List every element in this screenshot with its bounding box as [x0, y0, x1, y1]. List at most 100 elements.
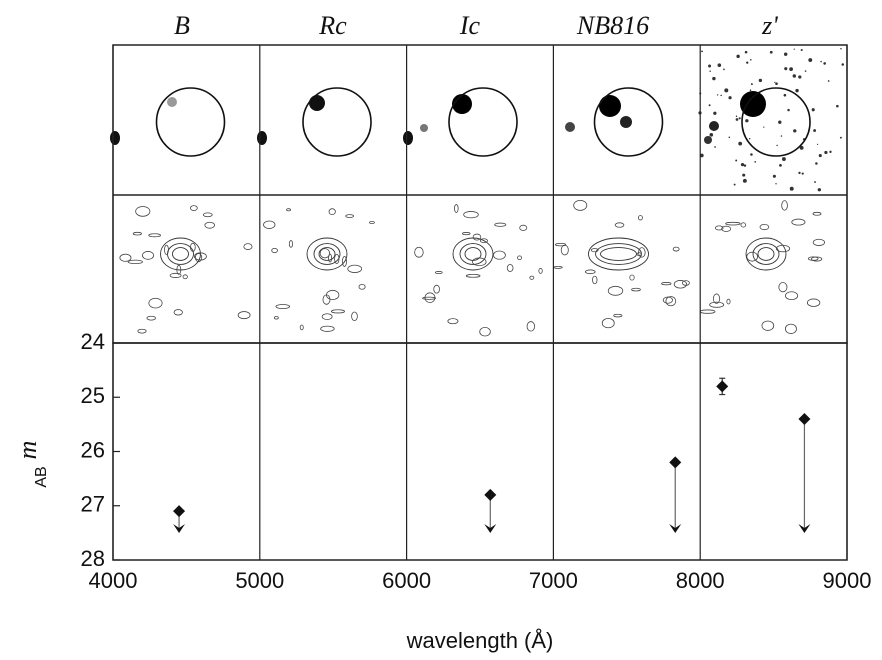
contour: [318, 247, 336, 261]
noise-speck: [716, 94, 719, 96]
contour: [263, 220, 276, 229]
noise-speck: [728, 96, 732, 100]
contour: [775, 244, 791, 253]
noise-speck: [763, 126, 765, 128]
contour: [506, 264, 514, 272]
contour: [759, 224, 770, 231]
noise-speck: [778, 120, 782, 124]
contour: [320, 325, 335, 332]
noise-speck: [700, 153, 704, 158]
noise-speck: [744, 50, 748, 54]
contour: [132, 231, 142, 236]
contour: [592, 275, 598, 285]
noise-speck: [745, 119, 749, 123]
contour: [414, 246, 424, 258]
noise-speck: [775, 183, 777, 185]
contour: [271, 247, 278, 254]
contour: [614, 222, 625, 228]
upper-limit-arrow: [484, 524, 497, 533]
noise-speck: [709, 133, 714, 137]
contour: [202, 212, 213, 218]
x-axis-label: wavelength (Å): [406, 628, 554, 653]
contour: [465, 274, 481, 278]
panel-label: B: [174, 11, 190, 40]
contour: [661, 282, 672, 286]
source-blob: [565, 122, 575, 132]
noise-speck: [793, 129, 797, 133]
noise-speck: [733, 183, 736, 186]
contour: [746, 251, 759, 262]
contour: [699, 309, 716, 314]
y-axis-label: m: [13, 441, 42, 460]
contour: [243, 243, 253, 250]
contour: [182, 274, 188, 280]
panel-label: NB816: [576, 11, 649, 40]
source-blob: [704, 136, 712, 144]
contour: [326, 289, 340, 301]
contour: [462, 232, 471, 236]
noise-speck: [792, 74, 797, 78]
noise-speck: [798, 171, 801, 175]
aperture: [448, 87, 518, 157]
x-tick-label: 8000: [676, 568, 725, 593]
contour: [517, 255, 522, 260]
edge-blob: [110, 131, 120, 145]
contour: [784, 323, 797, 334]
contour: [142, 251, 155, 260]
noise-speck: [795, 88, 799, 93]
contour: [137, 328, 147, 334]
noise-speck: [780, 135, 783, 137]
edge-blob: [403, 131, 413, 145]
noise-speck: [728, 136, 731, 139]
y-tick-label: 26: [81, 437, 105, 462]
contour: [761, 320, 775, 331]
noise-speck: [749, 89, 752, 91]
contour: [313, 243, 341, 265]
contour: [331, 309, 345, 314]
noise-speck: [750, 83, 753, 86]
panel-label: z': [761, 11, 778, 40]
contour: [554, 243, 567, 247]
contour: [127, 259, 143, 265]
noise-speck: [841, 63, 845, 66]
contour: [472, 257, 487, 267]
y-tick-label: 27: [81, 492, 105, 517]
noise-speck: [776, 144, 778, 147]
contour: [588, 237, 649, 271]
data-point: [173, 505, 186, 518]
noise-speck: [708, 64, 712, 68]
noise-speck: [774, 81, 776, 83]
noise-speck: [712, 76, 716, 81]
contour: [173, 309, 183, 316]
panel-label: Rc: [318, 11, 347, 40]
contour: [190, 205, 198, 211]
contour: [560, 244, 569, 256]
noise-speck: [827, 80, 830, 82]
contour: [146, 315, 156, 321]
contour: [781, 200, 788, 211]
contour: [319, 248, 331, 259]
image-panels: [110, 48, 845, 337]
contour: [714, 225, 724, 231]
noise-speck: [804, 70, 807, 72]
data-point: [716, 380, 729, 393]
noise-speck: [742, 178, 747, 183]
contour: [672, 246, 680, 252]
contour: [519, 224, 528, 231]
noise-speck: [749, 58, 752, 61]
contour: [463, 211, 479, 219]
y-axis-label-subscript: AB: [33, 466, 50, 487]
noise-speck: [816, 143, 819, 145]
contour: [629, 274, 635, 281]
noise-speck: [783, 93, 787, 97]
noise-speck: [735, 118, 739, 121]
contour: [613, 313, 623, 318]
noise-speck: [801, 172, 804, 175]
contour: [160, 237, 201, 271]
contour: [472, 233, 482, 241]
contour: [194, 253, 203, 263]
contour: [275, 304, 291, 309]
source-blob: [167, 97, 177, 107]
y-tick-label: 24: [81, 329, 105, 354]
